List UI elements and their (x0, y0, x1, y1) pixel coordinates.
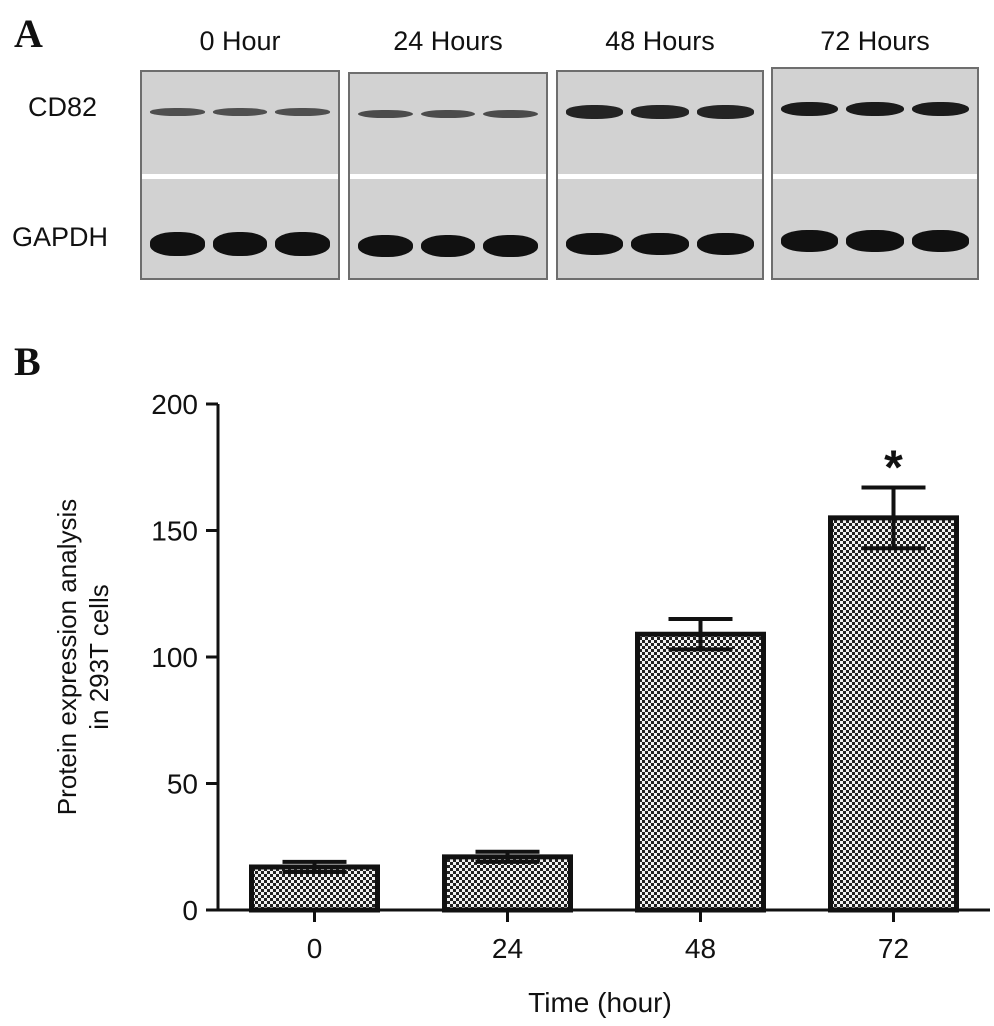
y-tick-label: 0 (182, 895, 198, 926)
y-tick-label: 100 (151, 642, 198, 673)
gapdh-band (150, 232, 205, 256)
lane-header-3: 72 Hours (820, 26, 930, 56)
x-axis-label: Time (hour) (528, 987, 672, 1018)
cd82-band (566, 105, 624, 119)
cd82-band (781, 101, 839, 117)
gapdh-band (566, 233, 624, 255)
cd82-band (212, 107, 268, 117)
cd82-band (150, 107, 205, 117)
gapdh-band (696, 233, 754, 255)
blot-divider (558, 174, 762, 179)
y-tick-label: 200 (151, 389, 198, 420)
lane-header-2: 48 Hours (605, 26, 715, 56)
y-tick-label: 150 (151, 516, 198, 547)
gapdh-band (358, 234, 413, 258)
x-tick-label: 0 (307, 933, 323, 964)
blot-strip-3 (771, 67, 979, 280)
panel-a-letter: A (14, 11, 43, 56)
bar-24 (442, 854, 573, 913)
gapdh-band (911, 230, 969, 252)
lane-header-0: 0 Hour (199, 26, 281, 56)
blot-strip-1 (348, 72, 548, 280)
cd82-band (358, 109, 413, 119)
panel-b-letter: B (14, 339, 41, 384)
plot-area: 0 50 100 150 200 0 24 48 72 * (151, 389, 990, 964)
row-label-gapdh: GAPDH (12, 222, 109, 252)
cd82-band (696, 105, 754, 119)
blot-strip-2 (556, 70, 764, 280)
gapdh-band (420, 234, 476, 258)
gapdh-band (212, 232, 268, 256)
x-tick-label: 24 (492, 933, 523, 964)
blot-strip-0 (140, 70, 340, 280)
blot-divider (350, 174, 546, 179)
gapdh-band (781, 230, 839, 252)
cd82-band (911, 101, 969, 117)
gapdh-band (631, 233, 689, 255)
significance-asterisk: * (884, 441, 903, 494)
x-tick-label: 48 (685, 933, 716, 964)
cd82-band (483, 109, 538, 119)
cd82-band (846, 101, 904, 117)
cd82-band (420, 109, 476, 119)
lane-header-1: 24 Hours (393, 26, 503, 56)
blot-divider (773, 174, 977, 179)
gapdh-band (275, 232, 330, 256)
gapdh-band (846, 230, 904, 252)
y-axis-label-line-2: in 293T cells (84, 584, 114, 730)
y-axis-label-line-1: Protein expression analysis (52, 499, 82, 816)
gapdh-band (483, 234, 538, 258)
cd82-band (275, 107, 330, 117)
cd82-band (631, 105, 689, 119)
bar-chart: Protein expression analysis in 293T cell… (52, 389, 990, 1018)
x-tick-label: 72 (878, 933, 909, 964)
bar-48 (635, 631, 766, 913)
y-tick-label: 50 (167, 769, 198, 800)
row-label-cd82: CD82 (28, 92, 98, 122)
blot-divider (142, 174, 338, 179)
y-axis-label: Protein expression analysis in 293T cell… (52, 499, 114, 816)
bar-72 (828, 515, 959, 913)
